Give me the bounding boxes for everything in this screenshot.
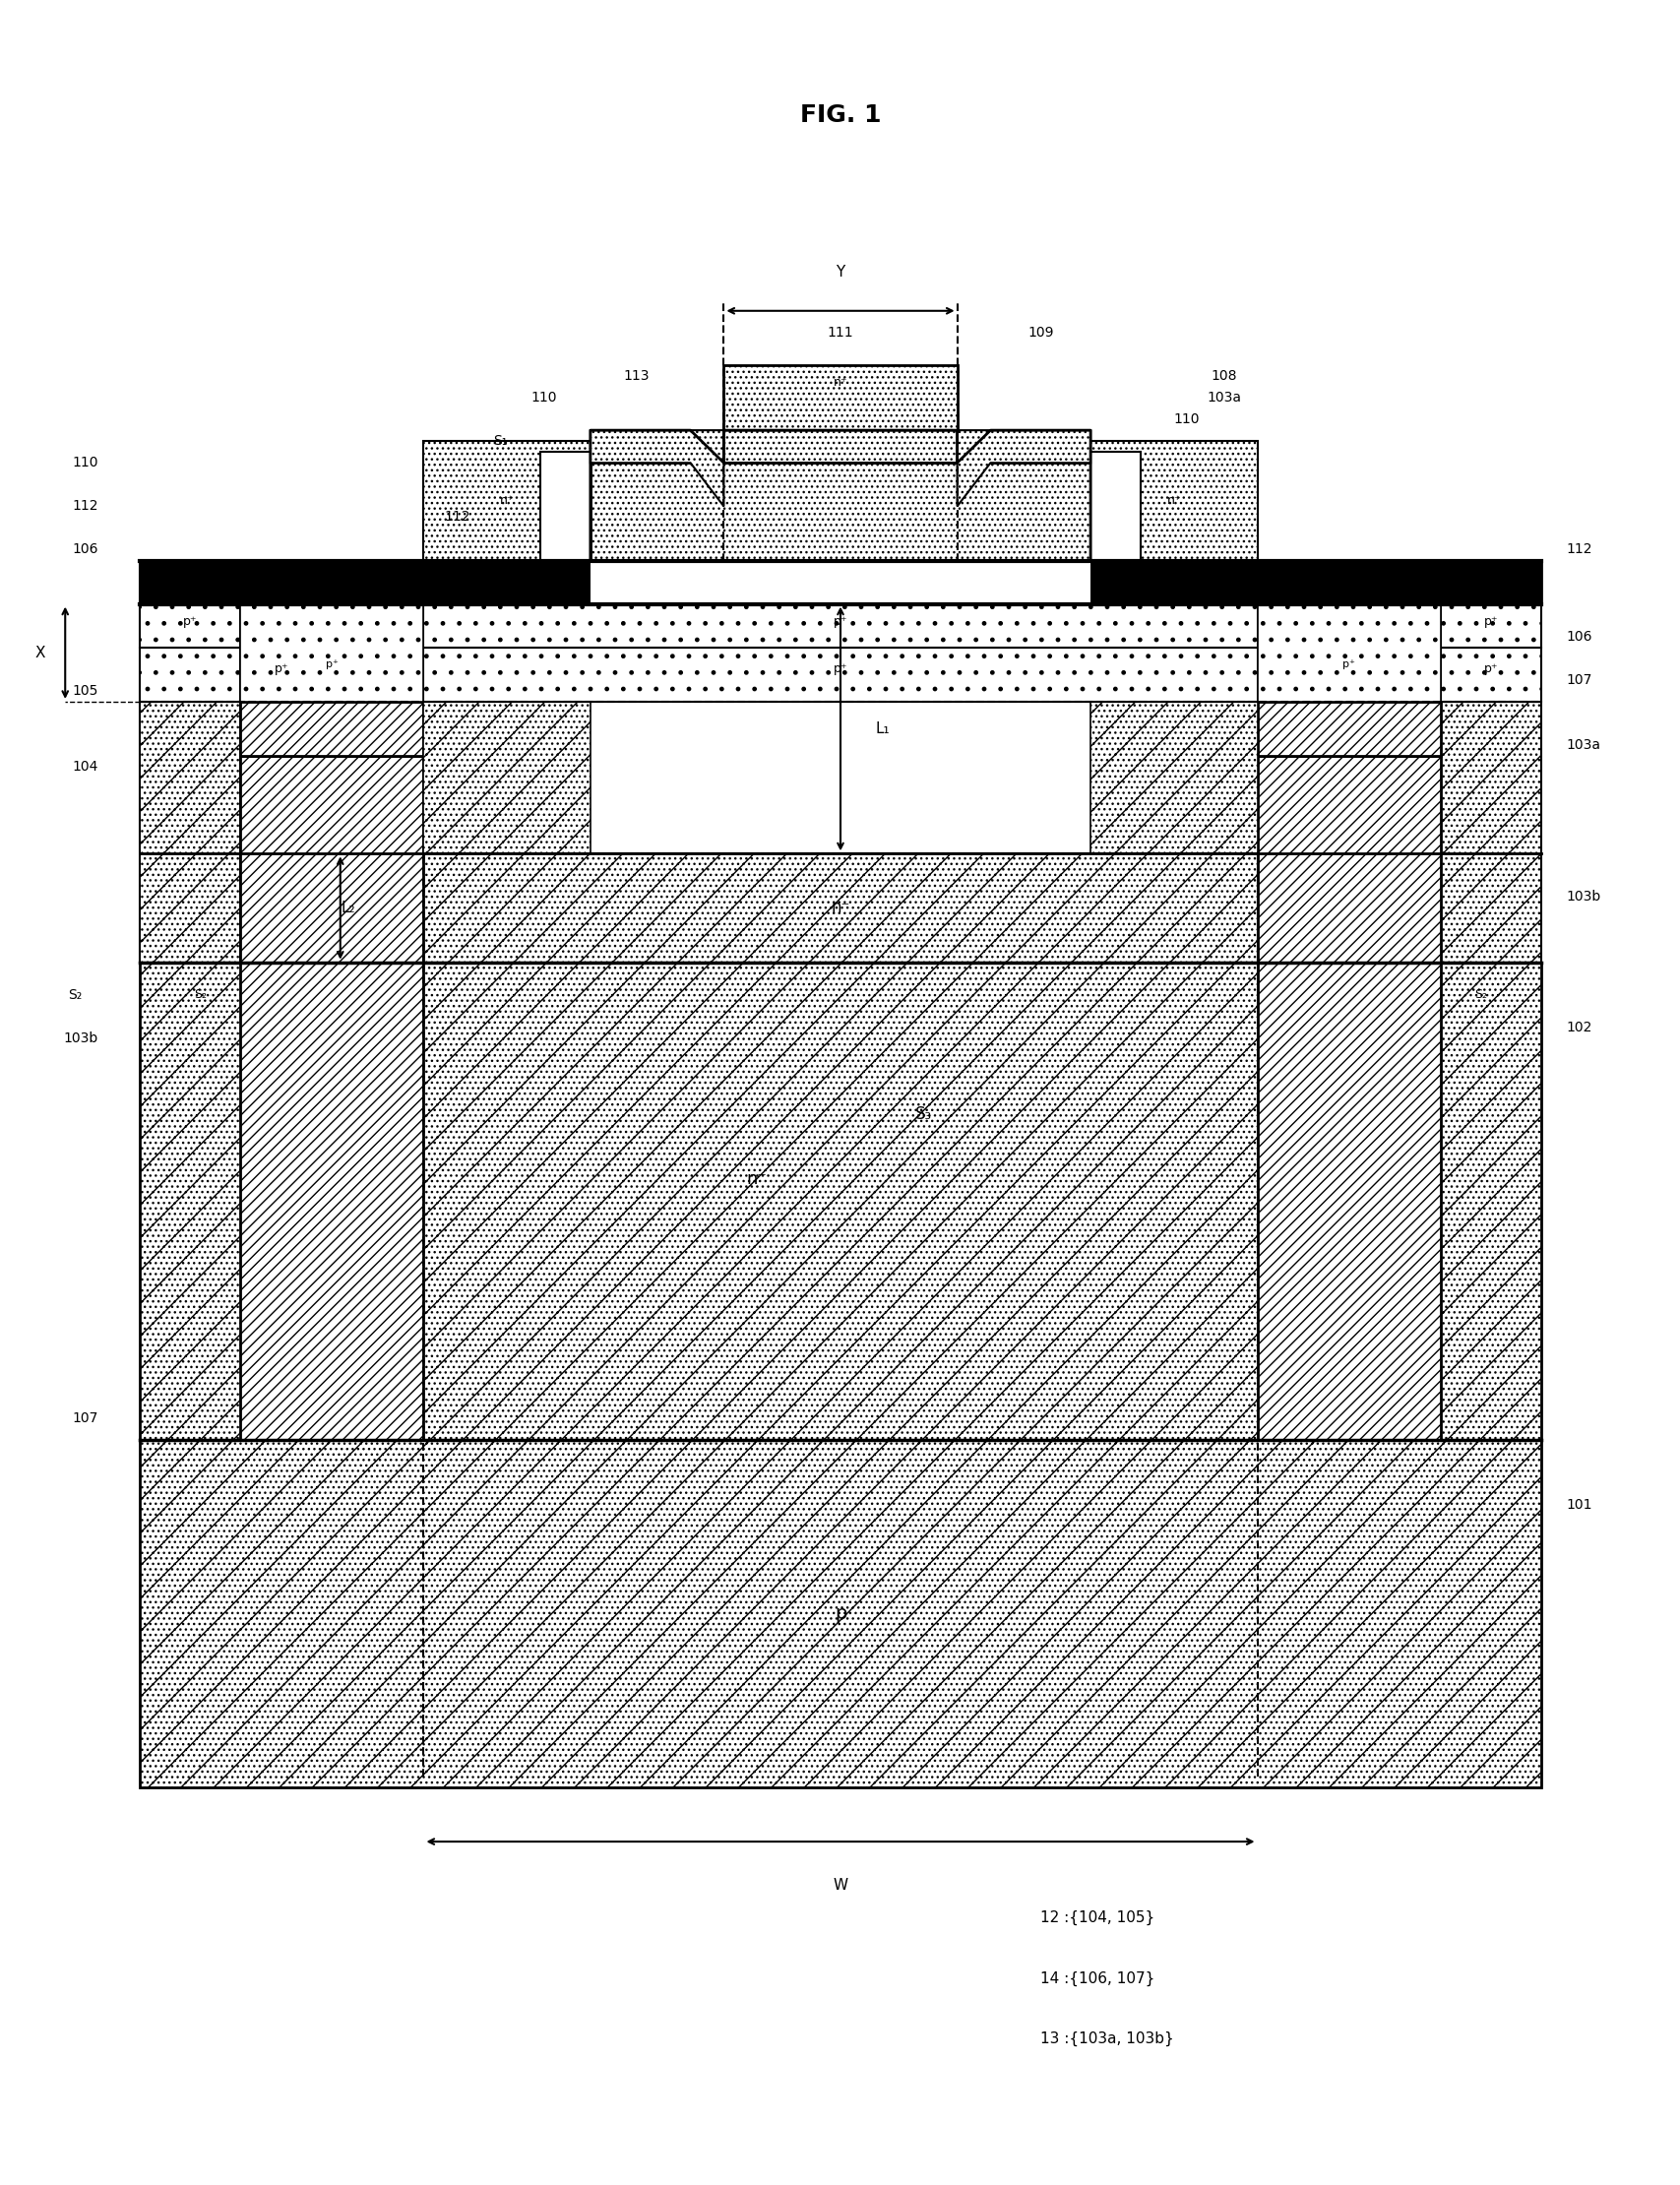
Text: p⁺: p⁺ [326,660,338,669]
Text: 105: 105 [72,684,99,697]
Text: 103a: 103a [1206,391,1240,404]
Polygon shape [590,430,1090,507]
Bar [139,961,1541,1440]
Bar [240,701,423,756]
Text: 14 :{106, 107}: 14 :{106, 107} [1040,1971,1154,1986]
Text: n⁻: n⁻ [746,1171,768,1189]
Bar [139,647,240,701]
Text: 103a: 103a [1564,739,1599,752]
Text: 106: 106 [72,542,99,557]
Text: 110: 110 [531,391,556,404]
Text: S₂: S₂ [1473,988,1487,1001]
Text: 108: 108 [1210,369,1236,382]
Text: L₁: L₁ [875,721,889,736]
Bar [423,603,1257,647]
Text: L₂: L₂ [341,900,356,916]
Text: S₃: S₃ [916,1106,932,1123]
Bar [139,562,539,603]
Text: 101: 101 [1564,1499,1591,1512]
Bar [423,854,1257,961]
Bar [1090,603,1257,854]
Bar [590,562,1090,603]
Text: p⁺: p⁺ [183,614,197,627]
Bar [1440,701,1541,961]
Bar [590,463,1090,562]
Text: 103b: 103b [64,1031,99,1044]
Text: n⁺: n⁺ [833,376,847,389]
Text: 112: 112 [72,500,99,513]
Bar [1440,647,1541,701]
Bar [539,452,590,562]
Bar [139,562,1541,603]
Text: S₁: S₁ [492,435,507,448]
Text: p⁺: p⁺ [1483,662,1497,675]
Bar [1440,603,1541,647]
Text: p⁺: p⁺ [833,614,847,627]
Bar [240,756,423,1440]
Text: W: W [833,1877,847,1892]
Bar [1090,441,1257,562]
Text: 104: 104 [72,760,99,773]
Bar [1257,756,1440,1440]
Text: S₂: S₂ [67,988,82,1001]
Text: 112: 112 [1564,542,1591,557]
Bar [423,603,590,854]
Bar [139,1440,1541,1787]
Text: 110: 110 [1173,413,1200,426]
Text: p⁺: p⁺ [833,662,847,675]
Text: X: X [35,645,45,660]
Text: n⁻: n⁻ [830,898,850,918]
Text: 113: 113 [623,369,650,382]
Text: 102: 102 [1564,1020,1591,1034]
Text: 109: 109 [1026,326,1053,339]
Text: 13 :{103a, 103b}: 13 :{103a, 103b} [1040,2032,1174,2047]
Bar [1257,603,1440,701]
Text: 106: 106 [1564,629,1591,642]
Bar [423,441,590,562]
Bar [724,365,956,430]
Text: 112: 112 [444,511,470,524]
Bar [1141,562,1541,603]
Bar [240,603,423,701]
Text: p⁺: p⁺ [274,662,289,675]
Text: 107: 107 [1564,673,1591,686]
Text: p⁺: p⁺ [1483,614,1497,627]
Text: n⁺: n⁺ [499,494,514,507]
Text: 107: 107 [72,1412,99,1425]
Text: 110: 110 [72,457,99,470]
Text: p⁺: p⁺ [1342,660,1354,669]
Text: n⁺: n⁺ [1166,494,1181,507]
Text: Y: Y [835,264,845,280]
Text: 103b: 103b [1564,889,1599,905]
Bar [1257,701,1440,756]
Text: 111: 111 [827,326,853,339]
Text: FIG. 1: FIG. 1 [800,103,880,127]
Bar [139,603,240,647]
Text: 12 :{104, 105}: 12 :{104, 105} [1040,1910,1154,1925]
Bar [1090,452,1141,562]
Bar [139,701,240,961]
Text: p: p [833,1604,847,1623]
Text: S₂: S₂ [193,988,207,1001]
Bar [423,647,1257,701]
